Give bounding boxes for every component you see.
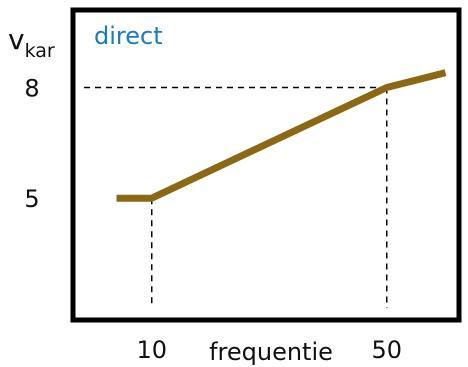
reference-lines <box>84 86 388 308</box>
series-line-direct <box>116 69 447 202</box>
y-tick-label-5: 5 <box>24 185 39 213</box>
x-axis-label: frequentie <box>209 338 333 366</box>
y-tick-labels: 58 <box>24 75 39 214</box>
series-layer <box>116 69 447 202</box>
y-axis-label-sub: kar <box>25 40 55 62</box>
x-tick-label-10: 10 <box>136 336 167 364</box>
series-label-direct: direct <box>94 22 163 50</box>
x-tick-label-50: 50 <box>371 336 402 364</box>
y-tick-label-8: 8 <box>24 75 39 103</box>
plot-frame <box>70 7 462 323</box>
y-axis-label-main: v <box>8 23 25 56</box>
x-tick-labels: 10 50 <box>136 336 402 364</box>
y-axis-label: vkar <box>8 23 55 62</box>
